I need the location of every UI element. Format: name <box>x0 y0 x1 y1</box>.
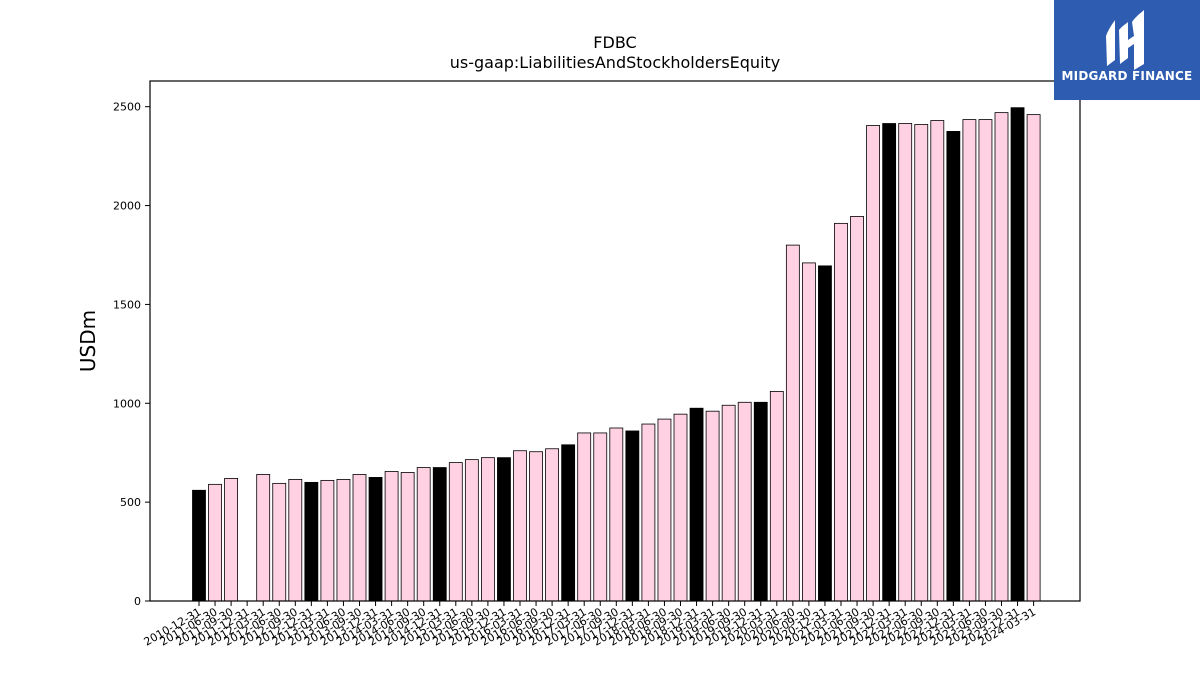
bar-2013-03-31 <box>320 479 335 602</box>
y-tick-label: 1500 <box>113 298 141 311</box>
bar-2013-09-30 <box>352 474 367 602</box>
bar-2013-06-30 <box>336 478 351 602</box>
bar-2019-06-30 <box>721 404 736 602</box>
y-tick-label: 1000 <box>113 397 141 410</box>
bar-2014-03-31 <box>384 471 399 602</box>
bar-2023-12-31 <box>1010 107 1025 602</box>
bar-2018-03-31 <box>641 423 656 602</box>
bar-2011-06-30 <box>208 483 222 602</box>
y-axis: 0 500 1000 1500 2000 2500 <box>113 101 150 608</box>
bar-2014-12-31 <box>432 467 447 602</box>
y-tick-label: 500 <box>120 496 141 509</box>
bar-2024-03-31 <box>1026 114 1041 602</box>
bar-2023-03-31 <box>962 119 977 602</box>
bar-2012-12-31 <box>304 481 319 602</box>
bar-2013-12-31 <box>368 477 383 602</box>
bar-2017-03-31 <box>577 432 592 602</box>
chart-subtitle: us-gaap:LiabilitiesAndStockholdersEquity <box>450 53 781 72</box>
midgard-logo-icon <box>1106 10 1144 70</box>
bar-2016-06-30 <box>529 451 543 602</box>
bar-2012-06-30 <box>272 482 287 602</box>
bar-2015-12-31 <box>497 457 511 602</box>
bar-2016-12-31 <box>561 444 576 602</box>
bar-2011-09-30 <box>224 478 239 602</box>
bar-2022-03-31 <box>898 123 913 602</box>
chart-title: FDBC <box>593 33 636 52</box>
bar-2020-09-30 <box>802 262 816 602</box>
bar-2021-06-30 <box>850 216 864 602</box>
bar-2016-09-30 <box>545 448 559 602</box>
bar-2012-09-30 <box>288 478 303 602</box>
bar-2021-09-30 <box>866 125 880 602</box>
y-axis-label: USDm <box>76 310 100 372</box>
bars-group <box>192 107 1041 602</box>
bar-2018-06-30 <box>657 418 672 602</box>
bar-2012-03-31 <box>256 474 271 602</box>
bar-2020-03-31 <box>769 391 784 602</box>
bar-2018-12-31 <box>689 407 704 602</box>
bar-2015-06-30 <box>464 459 479 602</box>
bar-2014-09-30 <box>416 467 431 602</box>
bar-2021-12-31 <box>882 123 897 602</box>
bar-2019-09-30 <box>737 401 752 602</box>
bar-2022-09-30 <box>930 120 945 602</box>
logo-text: MIDGARD FINANCE <box>1061 69 1193 83</box>
bar-2010-12-31 <box>192 489 206 602</box>
bar-2023-06-30 <box>978 119 993 602</box>
bar-2016-03-31 <box>513 450 527 602</box>
plot-frame <box>149 80 1081 602</box>
bar-2022-12-31 <box>946 131 961 602</box>
y-tick-label: 0 <box>134 595 141 608</box>
bar-2014-06-30 <box>400 472 415 602</box>
bar-2020-06-30 <box>785 244 800 602</box>
bar-2015-03-31 <box>448 462 463 602</box>
bar-2021-03-31 <box>834 222 848 602</box>
bar-2017-09-30 <box>609 427 624 602</box>
bar-2017-06-30 <box>593 432 608 602</box>
bar-2020-12-31 <box>818 265 832 602</box>
bar-2019-12-31 <box>753 401 768 602</box>
y-tick-label: 2000 <box>113 200 141 213</box>
bar-2015-09-30 <box>480 457 495 602</box>
bar-2018-09-30 <box>673 413 688 602</box>
midgard-finance-logo: MIDGARD FINANCE <box>1054 0 1200 100</box>
bar-2019-03-31 <box>705 410 720 602</box>
bar-2017-12-31 <box>625 430 640 602</box>
bar-2023-09-30 <box>994 112 1009 602</box>
x-axis: 2010-12-312011-06-302011-09-302011-12-31… <box>142 601 1038 649</box>
bar-2022-06-30 <box>914 124 929 602</box>
y-tick-label: 2500 <box>113 101 141 114</box>
